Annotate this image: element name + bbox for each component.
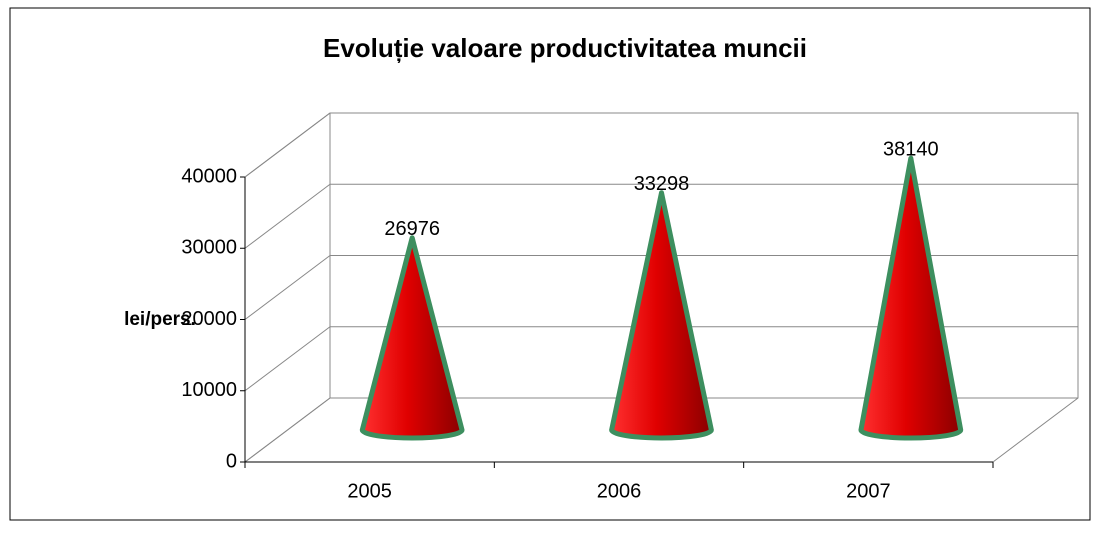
value-label: 26976 bbox=[384, 218, 440, 240]
y-tick-label: 30000 bbox=[181, 237, 237, 259]
cone bbox=[858, 155, 964, 441]
y-tick-label: 10000 bbox=[181, 379, 237, 401]
x-tick-label: 2006 bbox=[597, 480, 642, 502]
y-tick-label: 40000 bbox=[181, 165, 237, 187]
y-tick-label: 20000 bbox=[181, 308, 237, 330]
chart-title: Evoluție valoare productivitatea muncii bbox=[323, 33, 807, 63]
grid-line bbox=[244, 183, 331, 249]
y-axis-label: lei/pers. bbox=[124, 309, 196, 330]
grid-line bbox=[244, 326, 331, 392]
cone bbox=[609, 190, 714, 441]
cone-part bbox=[858, 155, 964, 441]
cone-part bbox=[609, 190, 714, 441]
y-tick-label: 0 bbox=[226, 450, 237, 472]
x-tick-label: 2007 bbox=[846, 480, 891, 502]
value-label: 38140 bbox=[883, 139, 939, 161]
x-tick-label: 2005 bbox=[347, 480, 392, 502]
cone bbox=[359, 235, 465, 441]
cone-part bbox=[359, 235, 465, 441]
grid-line bbox=[244, 397, 331, 463]
grid-line bbox=[244, 112, 331, 178]
grid-line bbox=[244, 255, 331, 320]
value-label: 33298 bbox=[634, 173, 690, 195]
